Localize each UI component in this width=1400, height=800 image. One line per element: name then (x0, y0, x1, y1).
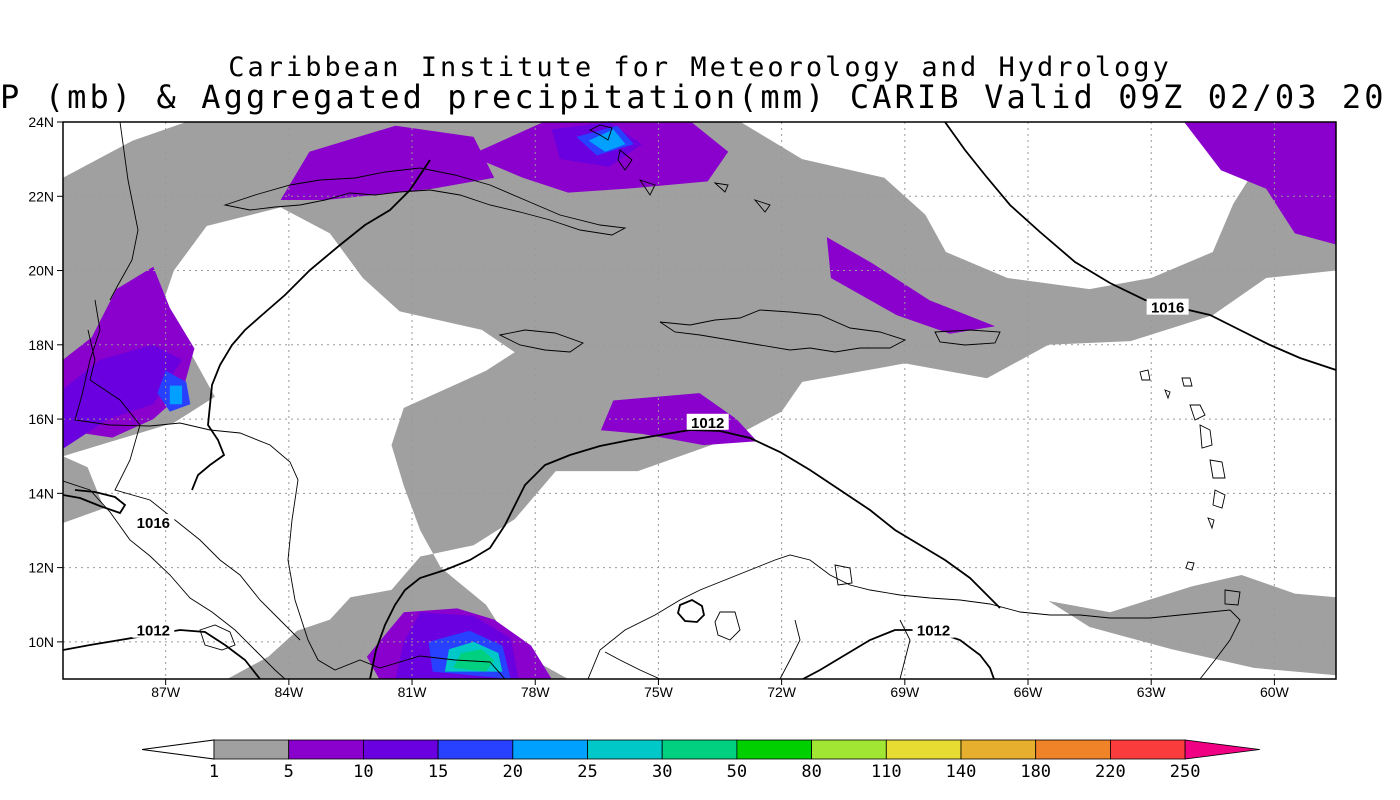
isobar-label-bg (132, 514, 175, 531)
central-america-east-coast (74, 299, 506, 679)
colorbar-segment (1110, 739, 1186, 760)
y-tick-label: 16N (28, 411, 54, 427)
cuba-coast (223, 167, 627, 236)
x-tick-label: 75W (644, 684, 674, 700)
colorbar-segment (811, 739, 887, 760)
colorbar-segment (736, 739, 813, 760)
chart-title: Caribbean Institute for Meteorology and … (228, 52, 1172, 83)
precip-area-5-10-7 (826, 237, 996, 334)
isobar-1012-center (369, 429, 1001, 679)
x-tick-label: 78W (521, 684, 551, 700)
colorbar-label: 110 (871, 762, 902, 782)
hispaniola-coast (659, 309, 907, 353)
nicaragua-lake-coast (199, 624, 236, 651)
lesser-antilles-coast (1139, 369, 1226, 571)
map-frame (62, 121, 1337, 680)
isobar-label-bg (686, 413, 729, 430)
border-lines (87, 329, 911, 679)
colorbar-label: 20 (503, 762, 523, 782)
x-tick-label: 72W (767, 684, 797, 700)
coastline-layer (63, 122, 1241, 679)
y-tick-label: 22N (28, 188, 54, 204)
colorbar-segment (587, 739, 663, 760)
trinidad-coast (1224, 589, 1241, 606)
colorbar-label: 80 (801, 762, 821, 782)
y-tick-label: 18N (28, 337, 54, 353)
colorbar-segment (512, 739, 588, 760)
colorbar-start-arrow (141, 739, 215, 760)
colorbar-label: 5 (284, 762, 294, 782)
precip-area-30-50-19 (453, 649, 495, 672)
isobar-label: 1016 (1151, 300, 1184, 317)
colorbar-label: 30 (652, 762, 672, 782)
y-tick-label: 14N (28, 485, 54, 501)
isobar-1012-west (63, 629, 261, 679)
colorbar-label: 180 (1020, 762, 1051, 782)
isobar-layer (63, 122, 1336, 679)
isobar-labels: 1016 1012 1016 1012 1012 (132, 298, 1189, 640)
isobar-1012-south (802, 629, 995, 679)
isobar-1016-north (944, 122, 1336, 371)
colorbar-label: 140 (946, 762, 977, 782)
isobar-label: 1012 (137, 623, 170, 640)
precip-area-5-10-3 (280, 125, 495, 200)
precip-area-20-25-16 (588, 129, 626, 152)
bahamas-coast (588, 124, 771, 213)
paraguana-coast (834, 564, 853, 586)
jamaica-coast (498, 329, 584, 353)
precip-area-5-10-6 (1184, 122, 1336, 245)
isobar-label: 1012 (917, 623, 950, 640)
x-tick-label: 66W (1014, 684, 1044, 700)
x-tick-label: 81W (398, 684, 428, 700)
y-tick-label: 20N (28, 263, 54, 279)
colorbar-segment (960, 739, 1037, 760)
isobar-label-bg (132, 621, 175, 638)
x-tick-label: 84W (274, 684, 304, 700)
axis-ticks: 24N 22N 20N 18N 16N 14N 12N 10N 87W 84W 81W 78W 75W 7… (28, 114, 1289, 700)
isobar-label: 1012 (691, 415, 724, 432)
precip-area-5-10-8 (600, 393, 757, 446)
colorbar-label: 50 (727, 762, 747, 782)
south-america-coast (587, 554, 1241, 679)
colorbar-label: 250 (1170, 762, 1201, 782)
isobar-1012-local (677, 598, 705, 623)
colorbar-segment (213, 739, 290, 760)
x-tick-label: 69W (890, 684, 920, 700)
colorbar-segment (362, 739, 439, 760)
colorbar-segment (661, 739, 738, 760)
x-tick-label: 63W (1137, 684, 1167, 700)
colorbar-label: 220 (1095, 762, 1126, 782)
isobar-label-bg (912, 621, 955, 638)
y-tick-label: 24N (28, 114, 54, 130)
isobar-1016-west (63, 489, 127, 515)
colorbar-segment (1035, 739, 1111, 760)
precip-area-20-25-17 (169, 385, 183, 405)
colorbar-segment (437, 739, 514, 760)
y-tick-label: 12N (28, 560, 54, 576)
puerto-rico-coast (934, 329, 1001, 346)
x-tick-label: 60W (1260, 684, 1290, 700)
maracaibo-coast (714, 611, 741, 641)
precip-area-1-5-2 (1048, 575, 1336, 676)
precip-area-1-5-1 (63, 456, 105, 523)
colorbar-label: 10 (353, 762, 373, 782)
colorbar-label: 15 (428, 762, 448, 782)
chart-subtitle: P (mb) & Aggregated precipitation(mm) CA… (0, 78, 1387, 116)
y-tick-label: 10N (28, 634, 54, 650)
isobar-1016-cuba (191, 159, 431, 491)
yucatan-coast (109, 122, 139, 301)
colorbar-segment (288, 739, 364, 760)
isobar-label-bg (1146, 298, 1189, 315)
colorbar-end-arrow (1184, 739, 1260, 760)
x-tick-label: 87W (151, 684, 181, 700)
colorbar-segment (885, 739, 962, 760)
colorbar-label: 1 (209, 762, 219, 782)
colorbar-label: 25 (577, 762, 597, 782)
isobar-label: 1016 (137, 515, 170, 532)
colorbar: 1 5 10 15 20 25 30 50 80 110 140 180 220 250 (141, 739, 1260, 782)
precipitation-layer (63, 122, 1336, 679)
